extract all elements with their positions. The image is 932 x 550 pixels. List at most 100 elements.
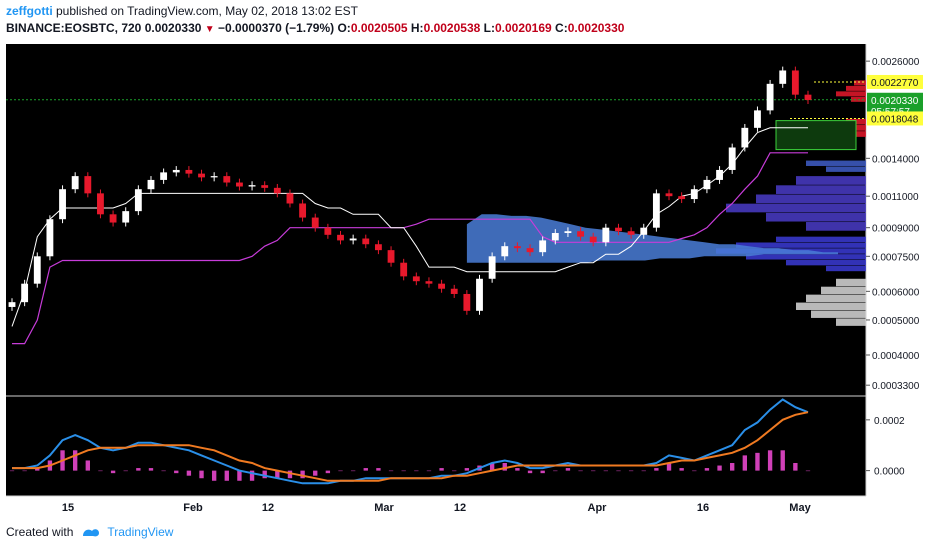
histogram-bar	[148, 468, 154, 471]
price-chart[interactable]: 0.0026000 0.0014000 0.0011000 0.0009000 0.00…	[0, 0, 932, 522]
volume-profile-bar	[796, 302, 866, 310]
histogram-bar	[780, 450, 785, 471]
candle-body	[337, 234, 344, 241]
price-tick-label: 0.0026000	[872, 57, 920, 68]
histogram-bar	[730, 463, 735, 471]
histogram-bar	[742, 455, 748, 471]
candle-body	[286, 193, 294, 204]
histogram-bar	[174, 470, 179, 474]
candle-body	[564, 231, 572, 234]
histogram-bar	[578, 470, 583, 472]
time-axis-label: Apr	[588, 502, 608, 514]
histogram-bar	[603, 470, 609, 472]
histogram-bar	[338, 470, 343, 472]
histogram-bar	[401, 470, 406, 472]
volume-profile-bar	[736, 242, 866, 248]
candle-body	[690, 189, 698, 200]
candle-body	[577, 231, 584, 237]
conversion-line	[12, 152, 808, 345]
histogram-bar	[692, 470, 697, 472]
candle-body	[438, 283, 446, 289]
price-label-box	[867, 92, 923, 107]
volume-profile-bar	[811, 310, 866, 318]
candle-body	[450, 288, 458, 294]
histogram-bar	[717, 465, 722, 471]
histogram-bar	[300, 470, 305, 479]
candle-body	[147, 179, 155, 190]
candle-body	[501, 246, 509, 257]
histogram-bar	[439, 468, 444, 471]
histogram-bar	[262, 470, 267, 479]
price-tick-label: 0.0003300	[872, 381, 920, 392]
histogram-bar	[553, 470, 558, 472]
histogram-bar	[591, 470, 596, 472]
price-tick-label: 0.0004000	[872, 351, 920, 362]
volume-profile-bar	[806, 222, 866, 231]
candle-body	[236, 182, 243, 187]
candle-body	[362, 238, 370, 245]
candle-body	[84, 176, 92, 194]
candle-body	[526, 248, 534, 253]
histogram-bar	[666, 463, 672, 471]
volume-profile-bar	[776, 236, 866, 242]
volume-profile-bar	[806, 160, 866, 166]
histogram-bar	[275, 470, 280, 479]
price-axis-ticks: 0.0026000 0.0014000 0.0011000 0.0009000 0.00…	[866, 57, 920, 392]
histogram-bar	[350, 470, 356, 472]
price-change: −0.0000370 (−1.79%)	[218, 21, 335, 35]
time-axis-label: 16	[697, 502, 709, 514]
candle-body	[198, 173, 205, 178]
candle-body	[513, 246, 521, 249]
candle-body	[172, 169, 180, 173]
histogram-bar	[199, 470, 204, 479]
histogram-bar	[793, 463, 798, 471]
signal-line	[12, 411, 809, 482]
macd-axis-ticks: 0.0002 0.0000	[866, 416, 905, 478]
histogram-bar	[224, 470, 229, 481]
histogram-bar	[287, 470, 293, 479]
candle-body	[728, 147, 736, 170]
candle-body	[400, 262, 408, 277]
volume-profile-bar	[786, 260, 866, 266]
open-value: 0.0020505	[350, 21, 408, 35]
highlight-zone	[775, 120, 857, 151]
candle-body	[185, 169, 193, 174]
histogram-bar	[464, 468, 470, 471]
high-label: H:	[410, 21, 424, 35]
tradingview-logo-icon	[83, 529, 100, 537]
histogram-bar	[325, 470, 331, 474]
tradingview-link[interactable]: TradingView	[107, 525, 174, 539]
volume-profile-bar	[846, 85, 866, 91]
histogram-bar	[22, 470, 27, 472]
histogram-bar	[616, 470, 621, 472]
volume-profile-bar	[776, 185, 866, 194]
volume-profile-bar	[726, 203, 866, 213]
price-tick-label: 0.0009000	[872, 224, 920, 235]
candle-body	[615, 227, 622, 232]
high-value: 0.0020538	[423, 21, 481, 35]
histogram-bar	[211, 470, 217, 481]
histogram-bar	[98, 470, 103, 472]
candle-body	[109, 214, 117, 223]
histogram-bar	[414, 470, 419, 472]
candle-body	[678, 196, 686, 200]
candle-body	[741, 127, 749, 148]
candle-body	[210, 176, 218, 178]
price-label-text: 0.0018048	[871, 114, 919, 125]
author-link[interactable]: zeffgotti	[6, 4, 53, 18]
time-axis-label: 12	[454, 502, 466, 514]
candle-body	[324, 227, 332, 235]
candle-body	[311, 217, 319, 228]
symbol-ohlc-line: BINANCE:EOSBTC, 720 0.0020330 ▼ −0.00003…	[6, 20, 624, 38]
histogram-bar	[426, 470, 432, 472]
histogram-bar	[767, 450, 773, 471]
macd-tick-label: 0.0000	[874, 467, 905, 478]
histogram-bar	[110, 470, 116, 474]
candle-body	[602, 227, 610, 243]
price-label-text: 0.0022770	[871, 78, 919, 89]
candle-body	[273, 187, 281, 194]
price-label-box	[867, 111, 923, 126]
ichimoku-cloud	[466, 214, 838, 263]
symbol-label[interactable]: BINANCE:EOSBTC, 720	[6, 21, 142, 35]
time-axis-label: May	[789, 502, 811, 514]
